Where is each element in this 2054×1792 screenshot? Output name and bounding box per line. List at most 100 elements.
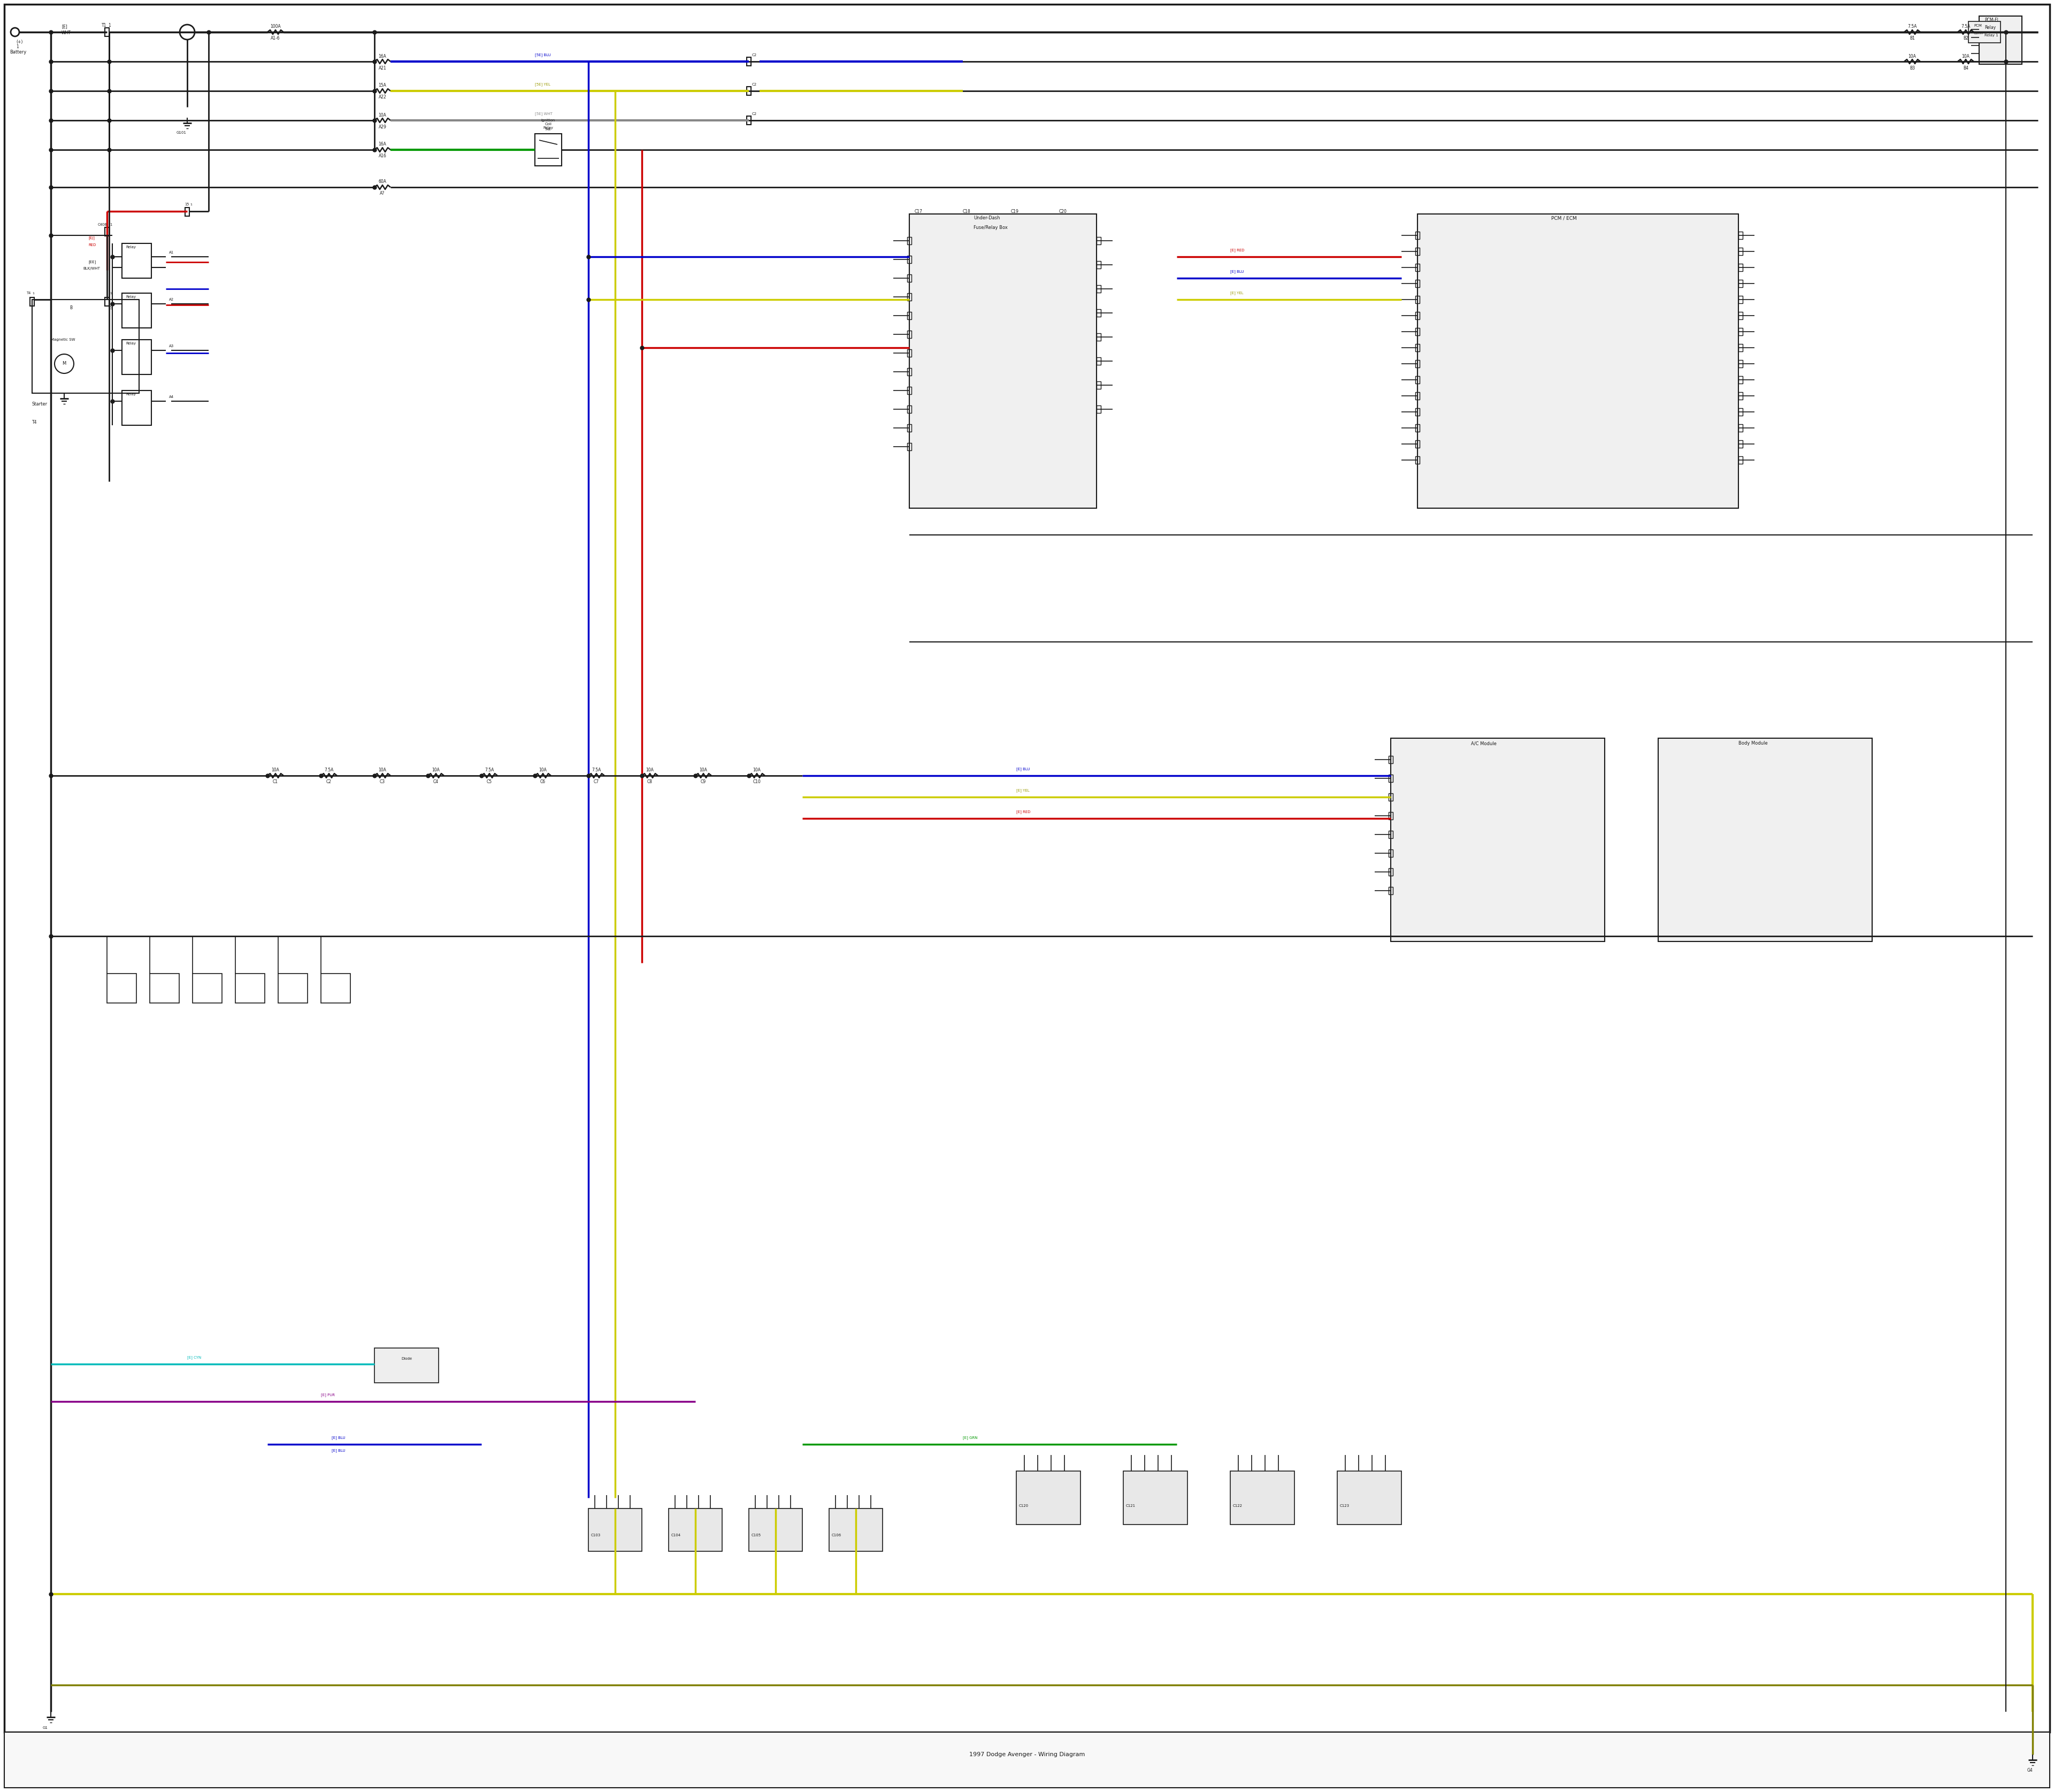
- Text: Under-Dash: Under-Dash: [974, 215, 1000, 220]
- Bar: [1738, 392, 1742, 400]
- Bar: [1415, 457, 1419, 464]
- Text: C106: C106: [832, 1534, 842, 1538]
- Text: C20: C20: [1060, 210, 1066, 213]
- Text: C2: C2: [327, 780, 331, 785]
- Bar: [1389, 831, 1393, 839]
- Text: C9: C9: [700, 780, 707, 785]
- Bar: [1738, 231, 1742, 238]
- Bar: [1415, 441, 1419, 448]
- Text: A4: A4: [168, 396, 175, 398]
- Text: [5E] WHT: [5E] WHT: [534, 113, 553, 116]
- Bar: [1738, 360, 1742, 367]
- Text: 7.5A: 7.5A: [1962, 25, 1970, 29]
- Text: (+): (+): [16, 39, 23, 45]
- Text: 7.5A: 7.5A: [1908, 25, 1916, 29]
- Text: Ignition
Coil
Relay: Ignition Coil Relay: [540, 118, 555, 129]
- Text: 10A: 10A: [1962, 54, 1970, 59]
- Bar: [374, 1348, 440, 1383]
- Bar: [1017, 1471, 1080, 1525]
- Bar: [1738, 425, 1742, 432]
- Bar: [1389, 887, 1393, 894]
- Text: WHT: WHT: [62, 30, 72, 36]
- Text: M4: M4: [546, 127, 550, 131]
- Circle shape: [181, 25, 195, 39]
- Text: Starter: Starter: [33, 401, 47, 407]
- Text: PCM / ECM: PCM / ECM: [1551, 215, 1577, 220]
- Bar: [33, 299, 140, 392]
- Text: [E] YEL: [E] YEL: [1230, 292, 1243, 296]
- Bar: [1389, 794, 1393, 801]
- Text: PCM: PCM: [1974, 23, 1982, 27]
- Bar: [277, 973, 308, 1004]
- Text: RED: RED: [88, 244, 97, 247]
- Bar: [534, 134, 561, 167]
- Text: C120: C120: [1019, 1503, 1029, 1507]
- Bar: [670, 1509, 723, 1552]
- Text: Relay 1: Relay 1: [1984, 34, 1999, 38]
- Text: S: S: [109, 305, 113, 310]
- Text: C7: C7: [594, 780, 600, 785]
- Text: C5: C5: [487, 780, 493, 785]
- Bar: [748, 57, 752, 66]
- Text: B: B: [70, 305, 72, 310]
- Bar: [1415, 392, 1419, 400]
- Text: G101: G101: [177, 131, 187, 134]
- Bar: [1097, 310, 1101, 317]
- Bar: [1097, 237, 1101, 244]
- Text: [E] YEL: [E] YEL: [1017, 788, 1029, 792]
- Bar: [1415, 409, 1419, 416]
- Text: C6: C6: [540, 780, 546, 785]
- Text: [E] BLU: [E] BLU: [331, 1450, 345, 1453]
- Bar: [908, 405, 912, 412]
- Bar: [105, 297, 109, 306]
- Bar: [121, 294, 152, 328]
- Bar: [1415, 280, 1419, 287]
- Text: 1: 1: [33, 292, 35, 294]
- Circle shape: [55, 355, 74, 373]
- Bar: [1337, 1471, 1401, 1525]
- Bar: [908, 443, 912, 450]
- Bar: [1415, 296, 1419, 303]
- Bar: [1738, 263, 1742, 271]
- Text: A/C Module: A/C Module: [1471, 742, 1497, 745]
- Text: [E]: [E]: [62, 25, 68, 29]
- Text: G4: G4: [2027, 1769, 2033, 1772]
- Bar: [1097, 405, 1101, 412]
- Text: [E] BLU: [E] BLU: [1017, 767, 1029, 771]
- Text: A16: A16: [378, 154, 386, 159]
- Bar: [320, 973, 351, 1004]
- Text: T4: T4: [33, 419, 37, 425]
- Text: 60A: 60A: [378, 179, 386, 185]
- Bar: [1415, 312, 1419, 319]
- Text: C17: C17: [914, 210, 922, 213]
- Text: Relay: Relay: [125, 296, 136, 299]
- Bar: [1124, 1471, 1187, 1525]
- Bar: [1389, 849, 1393, 857]
- Bar: [1738, 328, 1742, 335]
- Text: BLK/WHT: BLK/WHT: [82, 267, 101, 271]
- Text: 7.5A: 7.5A: [592, 769, 602, 772]
- Bar: [1738, 376, 1742, 383]
- Text: C105: C105: [752, 1534, 762, 1538]
- Bar: [105, 29, 109, 36]
- Text: C2: C2: [752, 54, 758, 57]
- Text: C123: C123: [1339, 1503, 1349, 1507]
- Bar: [1389, 774, 1393, 781]
- Text: C408: C408: [99, 222, 107, 226]
- Bar: [1417, 213, 1738, 509]
- Bar: [193, 973, 222, 1004]
- Text: T4: T4: [27, 292, 31, 294]
- Bar: [908, 425, 912, 432]
- Bar: [1230, 1471, 1294, 1525]
- Bar: [908, 349, 912, 357]
- Text: Battery: Battery: [10, 50, 27, 56]
- Text: Relay: Relay: [125, 246, 136, 249]
- Bar: [1738, 409, 1742, 416]
- Text: Diode: Diode: [401, 1357, 413, 1360]
- Text: [EJ]: [EJ]: [88, 237, 94, 240]
- Text: C4: C4: [433, 780, 440, 785]
- Bar: [1415, 376, 1419, 383]
- Bar: [1738, 457, 1742, 464]
- Bar: [1415, 263, 1419, 271]
- Bar: [107, 973, 136, 1004]
